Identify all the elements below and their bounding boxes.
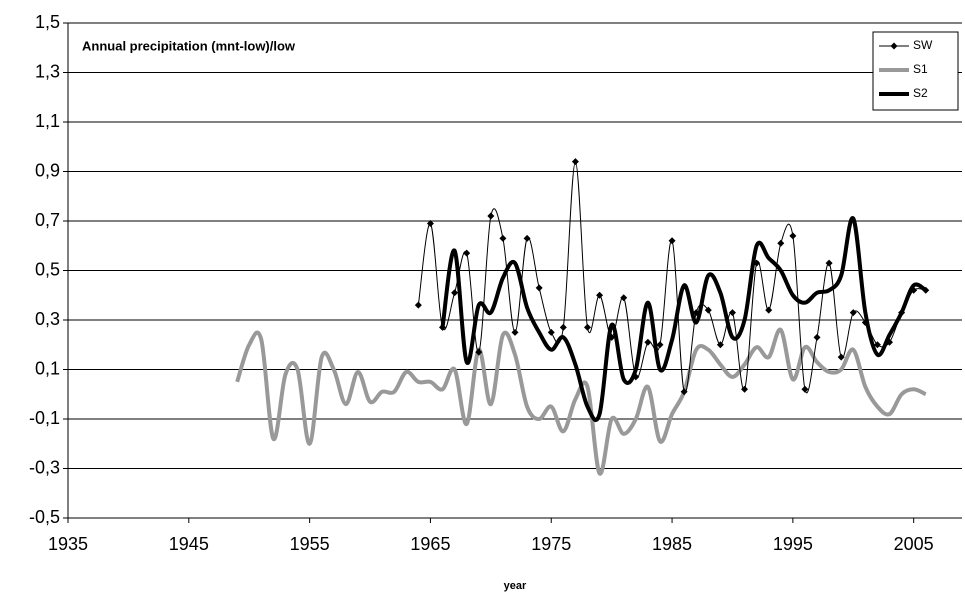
x-axis-label: year xyxy=(504,580,527,592)
marker xyxy=(668,237,676,245)
marker xyxy=(620,294,628,302)
marker xyxy=(813,333,821,341)
y-tick-label: 1,5 xyxy=(35,12,60,32)
marker xyxy=(704,306,712,314)
marker xyxy=(837,353,845,361)
marker xyxy=(463,249,471,257)
marker xyxy=(910,286,918,294)
x-tick-label: 2005 xyxy=(894,534,934,554)
marker xyxy=(644,338,652,346)
y-tick-label: -0,3 xyxy=(29,457,60,477)
marker xyxy=(559,323,567,331)
marker xyxy=(692,309,700,317)
marker xyxy=(426,219,434,227)
marker xyxy=(741,385,749,393)
marker xyxy=(632,373,640,381)
marker xyxy=(487,212,495,220)
marker xyxy=(922,286,930,294)
y-tick-label: -0,1 xyxy=(29,408,60,428)
marker xyxy=(825,259,833,267)
marker xyxy=(656,341,664,349)
marker xyxy=(608,333,616,341)
chart-title: Annual precipitation (mnt-low)/low xyxy=(82,38,296,53)
y-tick-label: -0,5 xyxy=(29,507,60,527)
x-tick-label: 1995 xyxy=(773,534,813,554)
marker xyxy=(753,259,761,267)
series-line xyxy=(417,161,926,394)
marker xyxy=(596,291,604,299)
marker xyxy=(439,323,447,331)
legend-marker xyxy=(890,42,898,50)
series-line xyxy=(440,216,927,422)
marker xyxy=(475,348,483,356)
y-tick-label: 0,1 xyxy=(35,358,60,378)
marker xyxy=(789,232,797,240)
marker xyxy=(571,158,579,166)
marker xyxy=(849,309,857,317)
series-line xyxy=(235,327,927,476)
legend-label: S2 xyxy=(913,86,928,100)
y-tick-label: 0,7 xyxy=(35,210,60,230)
y-tick-label: 1,3 xyxy=(35,61,60,81)
legend-label: SW xyxy=(913,38,933,52)
marker xyxy=(873,341,881,349)
marker xyxy=(801,385,809,393)
marker xyxy=(777,239,785,247)
marker xyxy=(898,309,906,317)
marker xyxy=(451,289,459,297)
x-tick-label: 1985 xyxy=(652,534,692,554)
y-tick-label: 0,9 xyxy=(35,160,60,180)
y-tick-label: 0,3 xyxy=(35,309,60,329)
marker xyxy=(861,318,869,326)
marker xyxy=(680,388,688,396)
marker xyxy=(716,341,724,349)
x-tick-label: 1975 xyxy=(531,534,571,554)
marker xyxy=(583,323,591,331)
marker xyxy=(886,338,894,346)
marker xyxy=(523,234,531,242)
legend-label: S1 xyxy=(913,62,928,76)
x-tick-label: 1955 xyxy=(290,534,330,554)
marker xyxy=(499,234,507,242)
y-tick-label: 0,5 xyxy=(35,259,60,279)
marker xyxy=(511,328,519,336)
x-tick-label: 1945 xyxy=(169,534,209,554)
y-tick-label: 1,1 xyxy=(35,111,60,131)
x-tick-label: 1965 xyxy=(410,534,450,554)
marker xyxy=(728,309,736,317)
marker xyxy=(765,306,773,314)
x-tick-label: 1935 xyxy=(48,534,88,554)
marker xyxy=(547,328,555,336)
marker xyxy=(535,284,543,292)
marker xyxy=(414,301,422,309)
